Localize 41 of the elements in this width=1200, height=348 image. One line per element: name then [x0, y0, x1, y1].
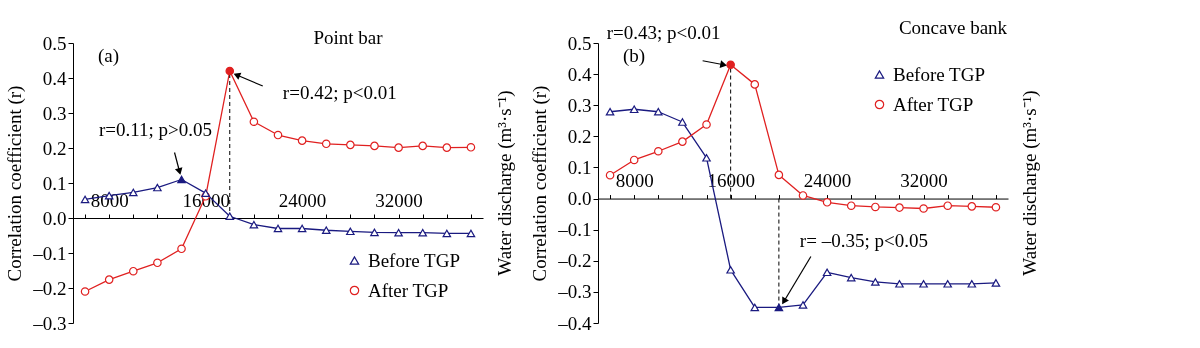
x-tick-label: 32000 — [900, 170, 948, 192]
y-tick-label: 0.0 — [42, 207, 67, 229]
y-tick-label: 0.4 — [42, 67, 67, 89]
x-tick-label: 8000 — [615, 170, 654, 192]
annotation: r=0.11; p>0.05 — [98, 118, 213, 140]
x-tick-label: 8000 — [90, 189, 129, 211]
legend-label: After TGP — [368, 279, 449, 301]
y-tick-label: –0.2 — [557, 250, 592, 272]
y-tick-label: 0.4 — [567, 63, 592, 85]
y-axis-title: Correlation coefficient (r) — [529, 85, 552, 282]
y-tick-label: 0.3 — [42, 102, 67, 124]
y-tick-label: 0.5 — [42, 32, 67, 54]
y-tick-label: –0.3 — [557, 281, 592, 303]
legend-label: Before TGP — [893, 63, 985, 85]
y-tick-label: 0.1 — [567, 156, 592, 178]
y-tick-label: 0.2 — [567, 125, 592, 147]
annotation: r=0.43; p<0.01 — [606, 21, 721, 43]
annotation: r= –0.35; p<0.05 — [799, 230, 928, 252]
y2-axis-title: Water discharge (m³·s⁻¹) — [1019, 90, 1041, 276]
x-tick-label: 24000 — [278, 189, 327, 211]
y-tick-label: 0.0 — [567, 188, 592, 210]
y-tick-label: –0.1 — [557, 219, 592, 241]
y-tick-label: 0.1 — [42, 172, 67, 194]
y-tick-label: –0.4 — [557, 312, 592, 334]
x-tick-label: 24000 — [803, 170, 852, 192]
y-tick-label: –0.3 — [32, 312, 67, 334]
x-tick-label: 32000 — [375, 189, 423, 211]
chart-title: Concave bank — [898, 16, 1008, 38]
y-tick-label: –0.2 — [32, 277, 67, 299]
y-tick-label: –0.1 — [32, 242, 67, 264]
y-tick-label: 0.5 — [567, 32, 592, 54]
annotation: r=0.42; p<0.01 — [282, 82, 397, 103]
chart-title: Point bar — [313, 27, 384, 48]
legend-label: After TGP — [893, 93, 974, 115]
y-axis-title: Correlation coefficient (r) — [4, 85, 27, 282]
annotation: (a) — [98, 45, 120, 67]
y2-axis-title: Water discharge (m³·s⁻¹) — [494, 90, 516, 276]
annotation: (b) — [623, 45, 646, 67]
legend-label: Before TGP — [368, 249, 460, 271]
y-tick-label: 0.3 — [567, 94, 592, 116]
y-tick-label: 0.2 — [42, 137, 67, 159]
